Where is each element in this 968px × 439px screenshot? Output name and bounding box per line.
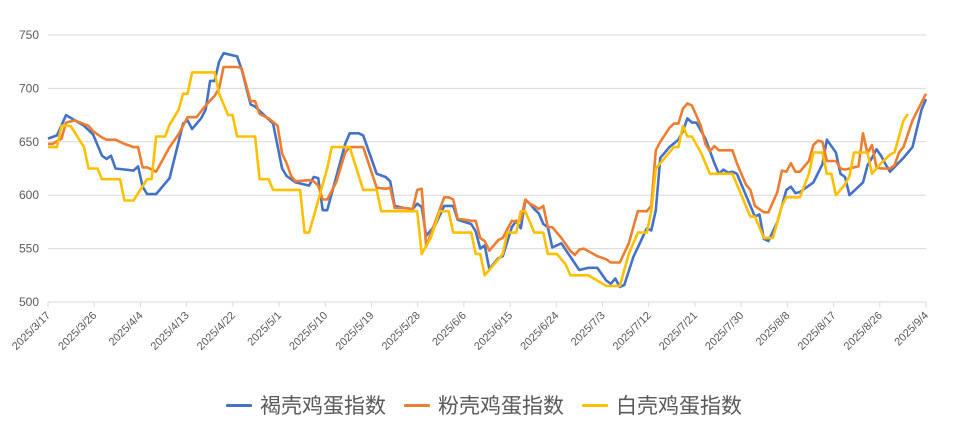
chart-legend: 褐壳鸡蛋指数 粉壳鸡蛋指数 白壳鸡蛋指数 bbox=[0, 390, 968, 420]
legend-label: 褐壳鸡蛋指数 bbox=[260, 394, 386, 418]
x-tick-label: 2025/4/13 bbox=[149, 310, 192, 353]
series-lines bbox=[47, 51, 928, 289]
x-axis: 2025/3/17 2025/3/26 2025/4/4 2025/4/13 2025/… bbox=[10, 302, 931, 353]
legend-item-brown[interactable]: 褐壳鸡蛋指数 bbox=[226, 390, 386, 420]
y-axis: 500 550 600 650 700 750 bbox=[19, 28, 39, 309]
legend-swatch-icon bbox=[404, 403, 430, 407]
legend-item-white[interactable]: 白壳鸡蛋指数 bbox=[582, 390, 742, 420]
legend-swatch-icon bbox=[582, 403, 608, 407]
x-tick-label: 2025/5/28 bbox=[380, 310, 423, 353]
x-tick-label: 2025/6/6 bbox=[430, 310, 469, 349]
x-tick-label: 2025/8/26 bbox=[842, 310, 885, 353]
x-tick-label: 2025/4/22 bbox=[195, 310, 238, 353]
y-tick-label: 500 bbox=[19, 295, 39, 309]
y-tick-label: 750 bbox=[19, 28, 39, 42]
x-tick-label: 2025/5/19 bbox=[334, 310, 377, 353]
gridlines bbox=[48, 34, 926, 303]
x-tick-label: 2025/9/4 bbox=[892, 310, 931, 349]
x-tick-label: 2025/5/10 bbox=[287, 310, 330, 353]
x-tick-label: 2025/3/26 bbox=[56, 310, 99, 353]
legend-label: 粉壳鸡蛋指数 bbox=[438, 394, 564, 418]
x-tick-label: 2025/7/30 bbox=[703, 310, 746, 353]
series-line bbox=[48, 65, 928, 264]
x-tick-label: 2025/7/3 bbox=[569, 310, 608, 349]
x-tick-label: 2025/5/1 bbox=[245, 310, 284, 349]
y-tick-label: 700 bbox=[19, 81, 39, 95]
legend-label: 白壳鸡蛋指数 bbox=[616, 394, 742, 418]
x-tick-label: 2025/7/12 bbox=[611, 310, 654, 353]
series-line bbox=[48, 71, 910, 288]
legend-item-pink[interactable]: 粉壳鸡蛋指数 bbox=[404, 390, 564, 420]
x-tick-label: 2025/7/21 bbox=[657, 310, 700, 353]
x-tick-label: 2025/4/4 bbox=[107, 310, 146, 349]
y-tick-label: 600 bbox=[19, 188, 39, 202]
x-tick-label: 2025/8/8 bbox=[754, 310, 793, 349]
y-tick-label: 550 bbox=[19, 242, 39, 256]
x-tick-label: 2025/6/15 bbox=[472, 310, 515, 353]
x-tick-label: 2025/3/17 bbox=[10, 310, 53, 353]
y-tick-label: 650 bbox=[19, 135, 39, 149]
x-tick-label: 2025/8/17 bbox=[796, 310, 839, 353]
x-tick-label: 2025/6/24 bbox=[518, 310, 561, 353]
legend-swatch-icon bbox=[226, 403, 252, 407]
